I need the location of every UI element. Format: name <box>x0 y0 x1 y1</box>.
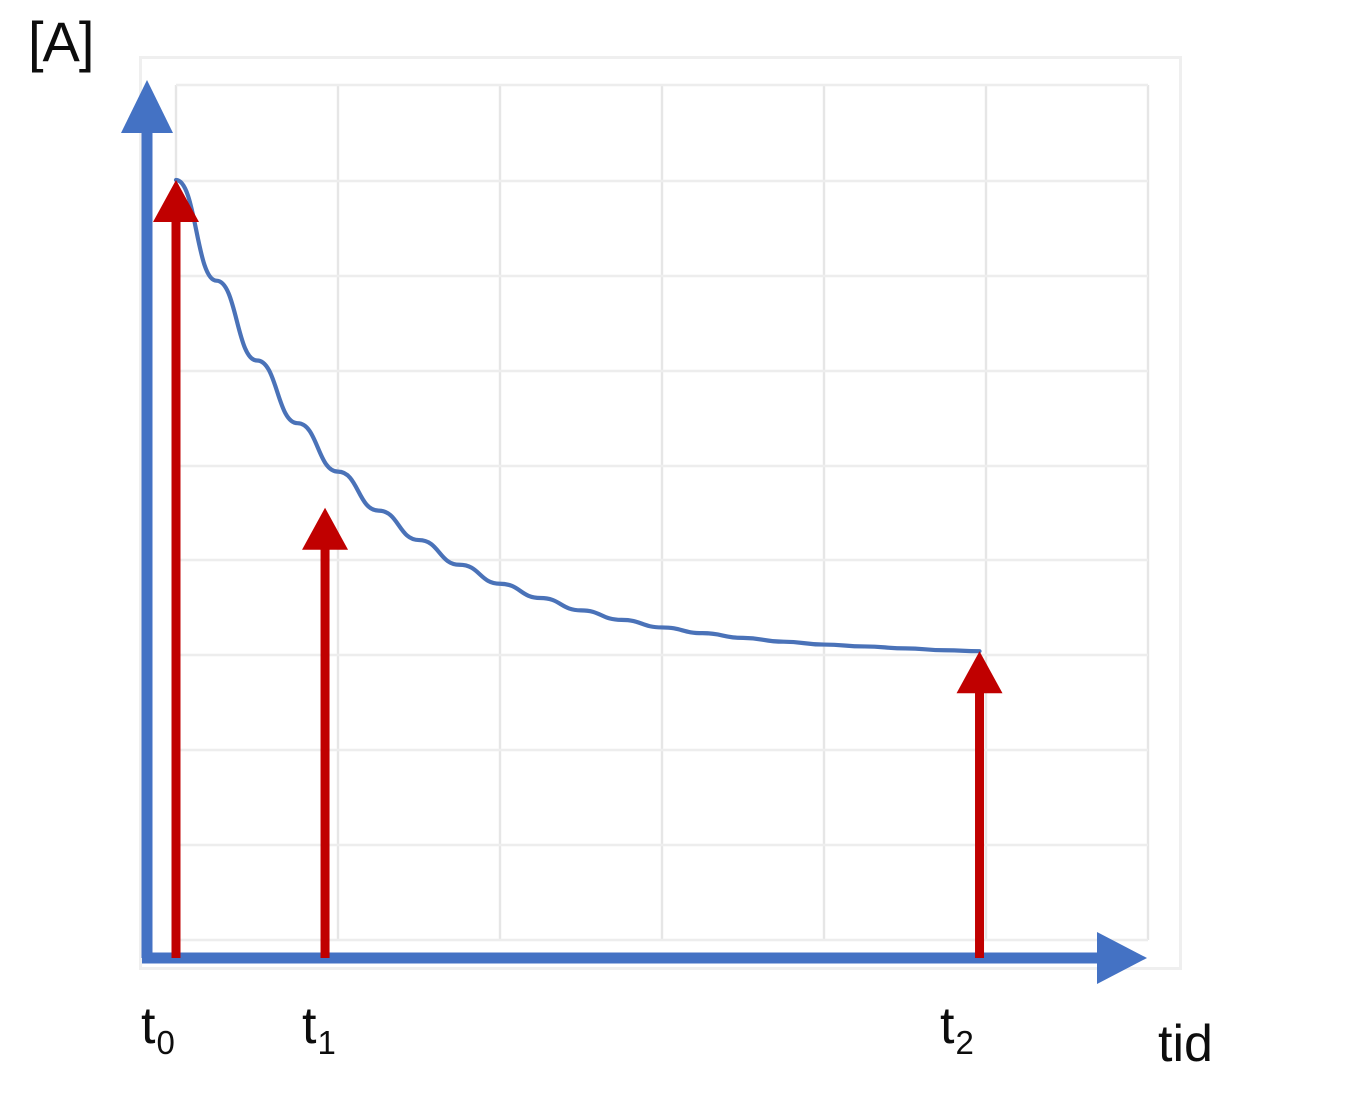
y-axis-title: [A] <box>28 10 94 73</box>
decay-curve <box>173 177 982 654</box>
t1-subscript: 1 <box>317 1024 336 1061</box>
t0-subscript: 0 <box>156 1024 175 1061</box>
t0-measurement-arrow <box>153 180 199 958</box>
t2-measurement-arrow <box>956 651 1003 958</box>
y-axis <box>121 80 173 958</box>
chart-outer-border <box>139 56 1182 970</box>
x-axis <box>142 932 1147 984</box>
t1-base: t <box>302 997 317 1055</box>
horizontal-gridlines <box>176 83 1148 942</box>
t1-arrowhead-icon <box>302 507 349 550</box>
t2-subscript: 2 <box>955 1024 974 1061</box>
t2-arrowhead-icon <box>956 651 1003 694</box>
t2-base: t <box>940 997 955 1055</box>
x-axis-title: tid <box>1158 1015 1213 1073</box>
t0-base: t <box>141 997 156 1055</box>
x-tick-label-t2: t2 <box>940 997 974 1059</box>
x-tick-label-t0: t0 <box>141 997 175 1059</box>
x-axis-arrowhead-icon <box>1097 932 1147 984</box>
t1-measurement-arrow <box>302 507 349 958</box>
t0-arrowhead-icon <box>153 180 199 222</box>
x-tick-label-t1: t1 <box>302 997 336 1059</box>
y-axis-arrowhead-icon <box>121 80 173 133</box>
